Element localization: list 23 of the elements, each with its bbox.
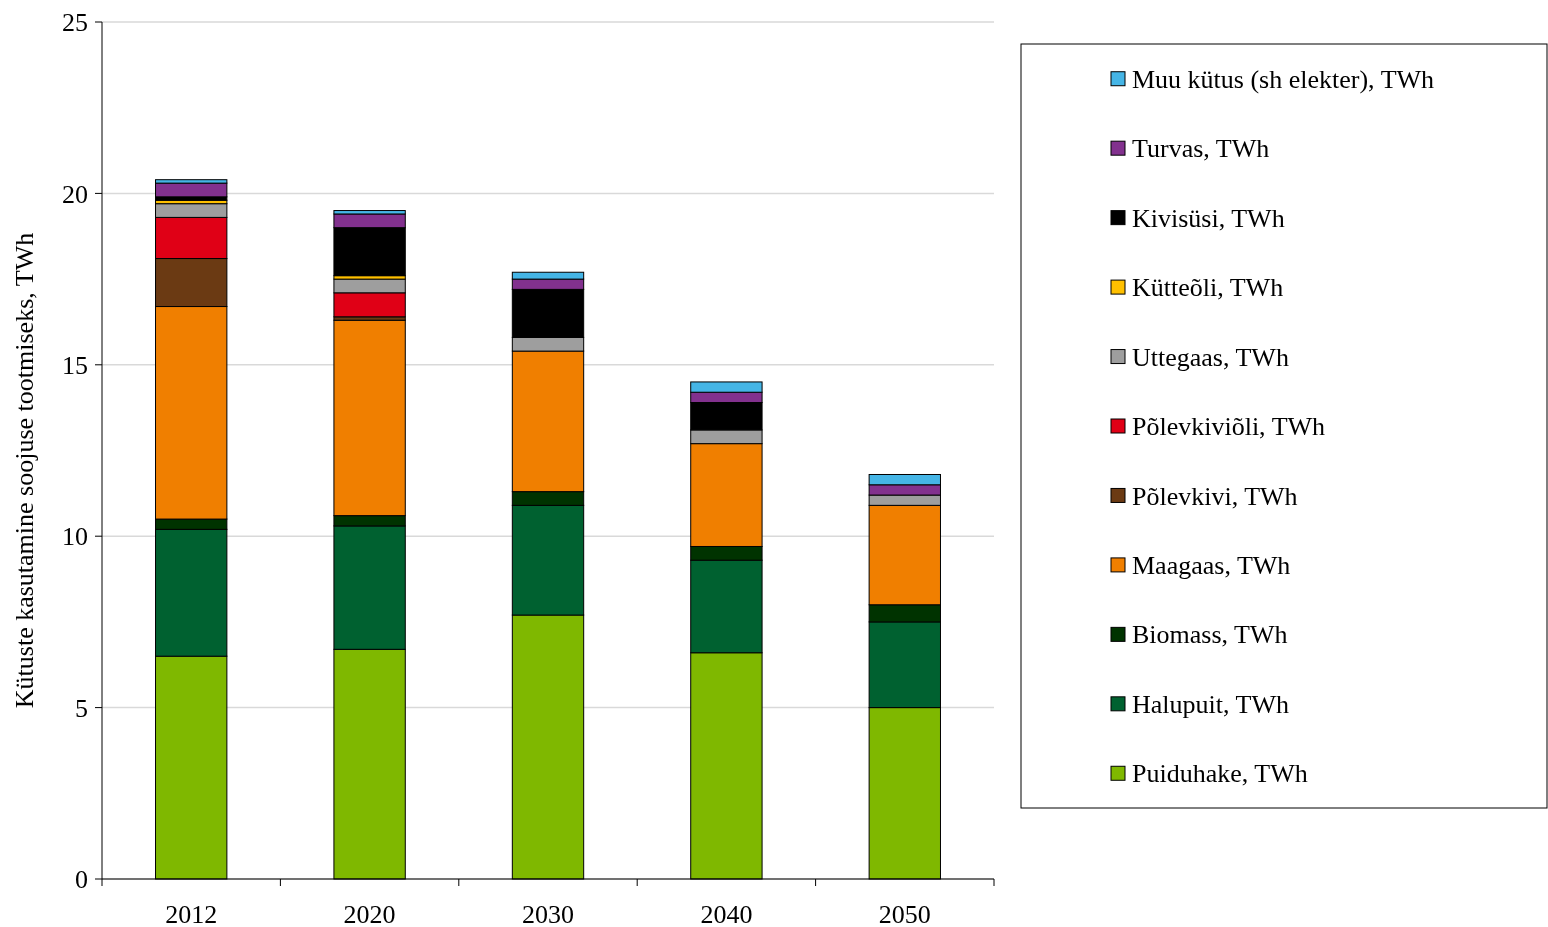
- legend-label: Kütteõli, TWh: [1132, 273, 1284, 303]
- x-tick-label: 2040: [700, 900, 753, 927]
- legend-label: Uttegaas, TWh: [1132, 342, 1289, 372]
- x-tick-label: 2012: [165, 900, 218, 927]
- y-tick-label: 20: [62, 179, 88, 209]
- x-tick-label: 2020: [343, 900, 396, 927]
- legend-label: Halupuit, TWh: [1132, 689, 1289, 719]
- y-tick-label: 10: [62, 522, 88, 552]
- legend-label: Muu kütus (sh elekter), TWh: [1132, 64, 1435, 94]
- legend-label: Kivisüsi, TWh: [1132, 203, 1285, 233]
- legend-label: Puiduhake, TWh: [1132, 759, 1308, 789]
- legend-label: Turvas, TWh: [1132, 134, 1270, 164]
- y-axis-title: Kütuste kasutamine soojuse tootmiseks, TWh: [10, 232, 39, 709]
- legend-label: Põlevkiviõli, TWh: [1132, 412, 1326, 442]
- legend-label: Biomass, TWh: [1132, 620, 1288, 650]
- legend-label: Põlevkivi, TWh: [1132, 481, 1298, 511]
- x-tick-label: 2050: [878, 900, 931, 927]
- legend-label: Maagaas, TWh: [1132, 551, 1291, 581]
- y-tick-label: 0: [75, 865, 88, 895]
- y-tick-label: 25: [62, 8, 88, 38]
- y-tick-label: 15: [62, 350, 88, 380]
- y-tick-label: 5: [75, 693, 88, 723]
- x-tick-label: 2030: [522, 900, 574, 927]
